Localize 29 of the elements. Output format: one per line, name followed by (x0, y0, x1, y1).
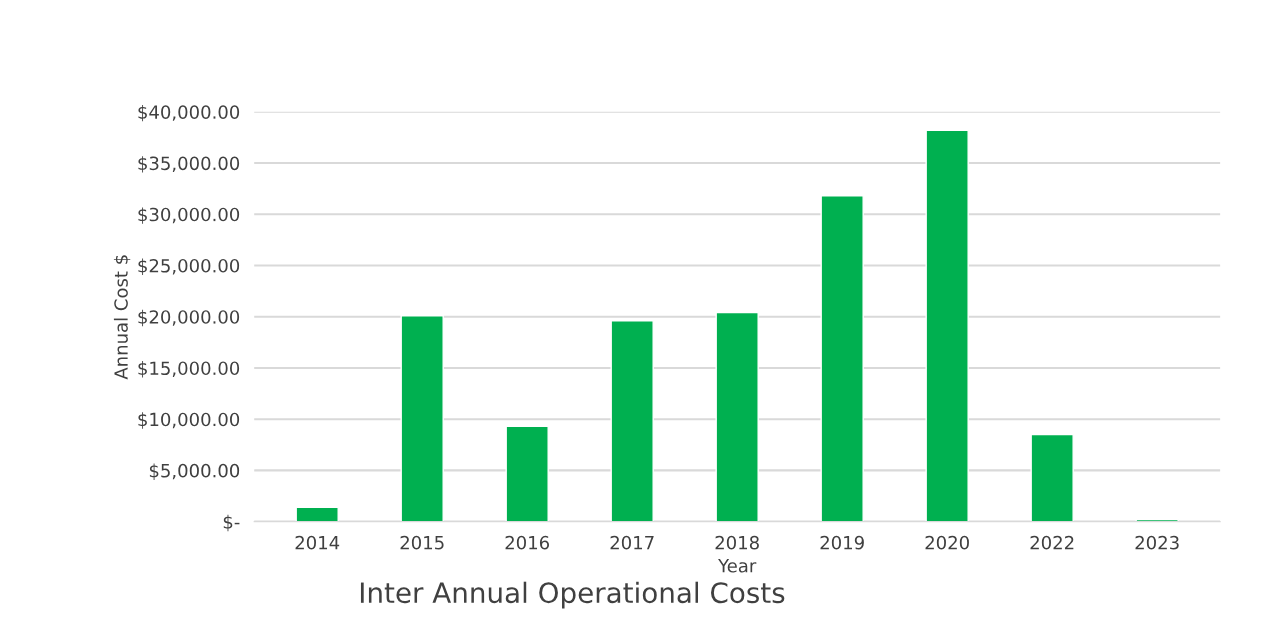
text: Inter Annual Operational Costs (360, 581, 785, 609)
x-tick-label: 2017 (610, 535, 654, 550)
x-tick-label: 2023 (1135, 535, 1179, 550)
y-tick-label: $35,000.00 (138, 156, 240, 173)
bar (715, 311, 759, 522)
x-tick-label: 2018 (715, 535, 759, 550)
x-tick-label: 2022 (1030, 535, 1074, 550)
x-tick-label: 2020 (925, 535, 969, 550)
y-tick-label: $30,000.00 (138, 207, 240, 224)
bar (295, 506, 339, 522)
y-tick-label: $20,000.00 (138, 309, 240, 327)
bar (505, 425, 549, 522)
x-tick-label: 2019 (820, 535, 864, 550)
y-tick-label: $10,000.00 (138, 412, 240, 429)
y-tick-label: $5,000.00 (149, 463, 240, 480)
x-tick-label: 2015 (400, 535, 444, 550)
y-tick-label: $15,000.00 (138, 361, 240, 378)
x-axis-title: Year (718, 559, 757, 573)
y-tick-label: $40,000.00 (138, 104, 240, 122)
bar (610, 320, 654, 522)
bar (820, 195, 864, 522)
x-tick-label: 2014 (295, 535, 340, 550)
x-tick-label: 2016 (505, 535, 550, 550)
bar (400, 314, 444, 522)
y-tick-label: $- (223, 514, 240, 532)
bar (1030, 433, 1074, 522)
bar (925, 129, 969, 522)
y-tick-label: $25,000.00 (138, 258, 240, 275)
y-axis-title: Annual Cost $ (113, 255, 131, 380)
